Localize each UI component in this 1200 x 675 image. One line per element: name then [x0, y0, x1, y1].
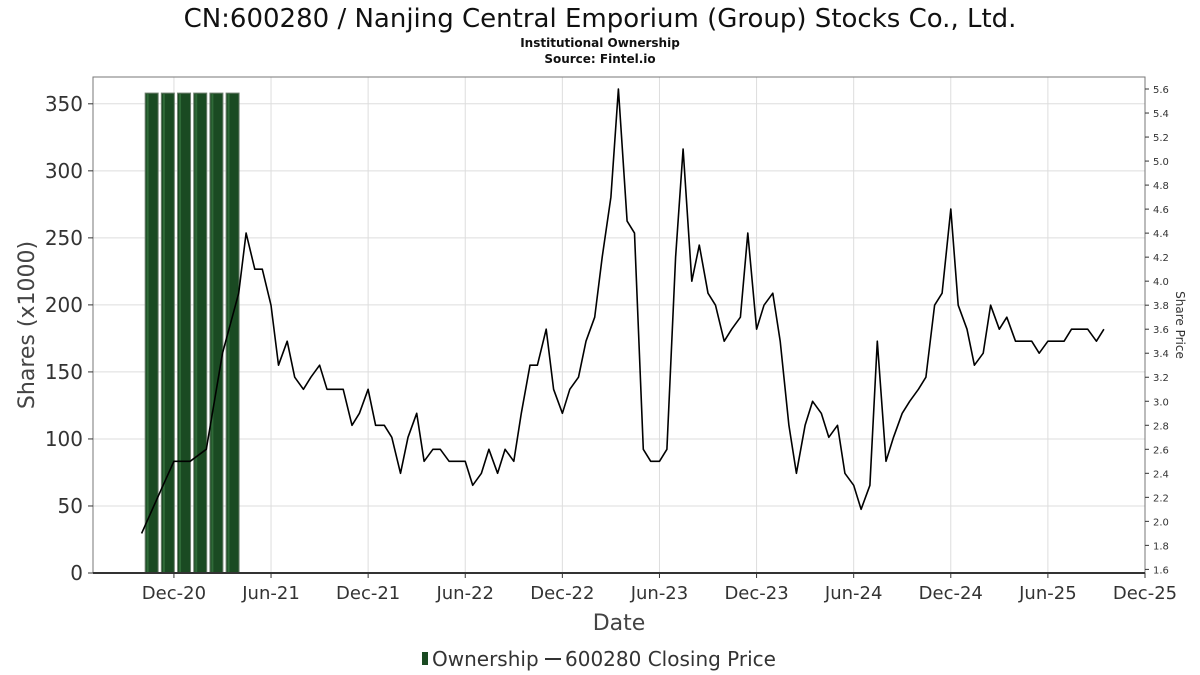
- y-right-tick-label: 1.8: [1153, 541, 1169, 552]
- legend: Ownership 600280 Closing Price: [422, 647, 776, 671]
- y-axis-right: 1.6 1.8 2.0 2.2 2.4 2.6 2.8 3.0 3.2 3.4 3.6 3.8 4.0 4…: [1145, 85, 1169, 576]
- chart-title: CN:600280 / Nanjing Central Emporium (Gr…: [184, 4, 1017, 34]
- y-right-tick-label: 5.6: [1153, 85, 1169, 96]
- x-tick-label: Jun-24: [824, 583, 883, 604]
- x-axis-label: Date: [593, 611, 646, 636]
- y-right-tick-label: 5.2: [1153, 133, 1169, 144]
- y-right-tick-label: 4.2: [1153, 253, 1169, 264]
- y-right-tick-label: 4.6: [1153, 205, 1169, 216]
- ownership-bar-highlight: [146, 94, 149, 572]
- price-line-path: [140, 88, 1105, 534]
- ownership-bar-highlight: [162, 94, 165, 572]
- y-right-tick-label: 2.0: [1153, 517, 1169, 528]
- y-right-tick-label: 2.4: [1153, 469, 1169, 480]
- y-tick-label: 250: [45, 226, 83, 250]
- y-right-tick-label: 3.4: [1153, 349, 1169, 360]
- legend-ownership-swatch: [422, 652, 428, 665]
- y-tick-label: 200: [45, 293, 83, 317]
- y-right-tick-label: 5.4: [1153, 109, 1169, 120]
- y-axis-left: 0 50 100 150 200 250 300 350: [45, 92, 93, 585]
- y-tick-label: 300: [45, 159, 83, 183]
- y-right-tick-label: 2.8: [1153, 421, 1169, 432]
- y-axis-right-label: Share Price: [1173, 291, 1187, 359]
- y-tick-label: 50: [58, 494, 83, 518]
- y-tick-label: 100: [45, 427, 83, 451]
- chart-subtitle-1: Institutional Ownership: [520, 36, 680, 50]
- y-right-tick-label: 2.2: [1153, 493, 1169, 504]
- ownership-bar-highlight: [195, 94, 198, 572]
- ownership-bars: [144, 92, 240, 574]
- x-tick-label: Dec-24: [919, 583, 983, 604]
- y-right-tick-label: 3.2: [1153, 373, 1169, 384]
- x-tick-label: Dec-21: [336, 583, 400, 604]
- y-right-tick-label: 4.8: [1153, 181, 1169, 192]
- x-tick-label: Dec-25: [1113, 583, 1177, 604]
- y-right-tick-label: 4.0: [1153, 277, 1169, 288]
- y-right-tick-label: 2.6: [1153, 445, 1169, 456]
- ownership-bar-highlight: [179, 94, 182, 572]
- y-right-tick-label: 4.4: [1153, 229, 1169, 240]
- x-tick-label: Dec-22: [530, 583, 594, 604]
- chart-subtitle-2: Source: Fintel.io: [544, 52, 655, 66]
- x-tick-label: Jun-23: [630, 583, 689, 604]
- x-axis: Dec-20 Jun-21 Dec-21 Jun-22 Dec-22 Jun-23 Dec-…: [142, 573, 1177, 604]
- y-right-tick-label: 3.6: [1153, 325, 1169, 336]
- y-right-tick-label: 3.8: [1153, 301, 1169, 312]
- x-tick-label: Jun-21: [241, 583, 300, 604]
- price-line: [140, 88, 1105, 534]
- y-tick-label: 350: [45, 92, 83, 116]
- x-tick-label: Jun-25: [1018, 583, 1077, 604]
- x-tick-label: Dec-23: [724, 583, 788, 604]
- legend-price-label: 600280 Closing Price: [565, 647, 776, 671]
- y-right-tick-label: 5.0: [1153, 157, 1169, 168]
- y-right-tick-label: 3.0: [1153, 397, 1169, 408]
- y-axis-label: Shares (x1000): [15, 241, 40, 409]
- legend-ownership-label: Ownership: [432, 647, 539, 671]
- ownership-bar-highlight: [211, 94, 214, 572]
- y-tick-label: 0: [70, 561, 83, 585]
- x-tick-label: Dec-20: [142, 583, 206, 604]
- y-tick-label: 150: [45, 360, 83, 384]
- x-tick-label: Jun-22: [435, 583, 494, 604]
- y-right-tick-label: 1.6: [1153, 565, 1169, 576]
